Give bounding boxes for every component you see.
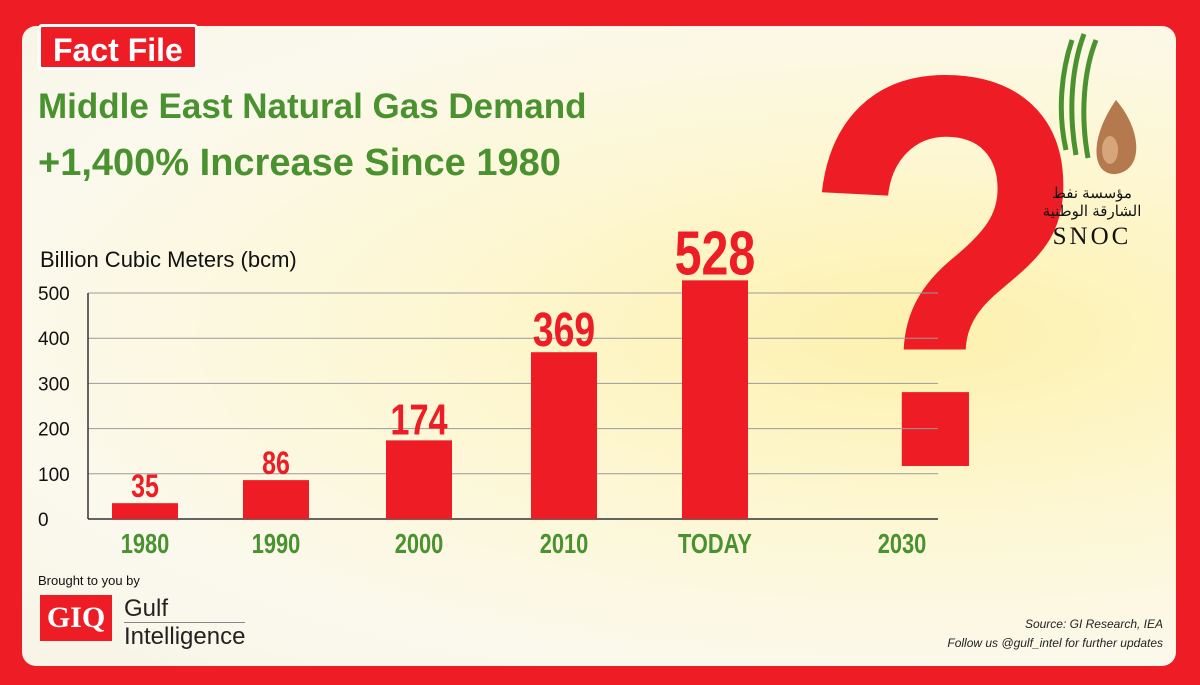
y-tick-label: 0 bbox=[38, 510, 49, 531]
bar bbox=[682, 280, 748, 519]
infographic-panel bbox=[22, 26, 1176, 666]
x-tick-label: 2030 bbox=[878, 528, 927, 559]
x-tick-label: TODAY bbox=[678, 528, 752, 559]
y-tick-label: 500 bbox=[38, 284, 70, 305]
y-tick-label: 200 bbox=[38, 420, 70, 441]
bar bbox=[531, 352, 597, 519]
data-label: 174 bbox=[390, 395, 447, 444]
source-note: Source: GI Research, IEA bbox=[1024, 617, 1163, 631]
y-tick-label: 300 bbox=[38, 374, 70, 395]
giq-name-line1: Gulf bbox=[124, 595, 169, 622]
bar bbox=[386, 440, 452, 519]
bar bbox=[112, 503, 178, 519]
x-tick-label: 2000 bbox=[395, 528, 444, 559]
data-label: 86 bbox=[262, 446, 290, 482]
page-title: Middle East Natural Gas Demand bbox=[38, 87, 587, 126]
data-label: 528 bbox=[675, 219, 756, 288]
fact-file-badge: Fact File bbox=[38, 24, 198, 70]
page-subtitle: +1,400% Increase Since 1980 bbox=[38, 142, 561, 184]
bar bbox=[243, 480, 309, 519]
y-axis-unit-label: Billion Cubic Meters (bcm) bbox=[40, 247, 297, 272]
x-tick-label: 1980 bbox=[121, 528, 170, 559]
y-tick-label: 100 bbox=[38, 465, 70, 486]
data-label: 35 bbox=[131, 469, 159, 505]
snoc-name: SNOC bbox=[1052, 223, 1132, 250]
giq-name-line2: Intelligence bbox=[124, 622, 246, 650]
snoc-logo: مؤسسة نفط الشارقة الوطنية SNOC bbox=[1022, 30, 1162, 251]
follow-note: Follow us @gulf_intel for further update… bbox=[947, 636, 1163, 650]
brought-to-you-by: Brought to you by bbox=[38, 573, 140, 588]
snoc-arabic-line2: الشارقة الوطنية bbox=[1042, 203, 1142, 220]
giq-logo: GIQ bbox=[40, 595, 112, 641]
snoc-drop-icon bbox=[1058, 33, 1137, 175]
snoc-arabic-line1: مؤسسة نفط bbox=[1052, 185, 1132, 202]
y-tick-label: 400 bbox=[38, 329, 70, 350]
data-label: 369 bbox=[533, 304, 595, 358]
x-tick-label: 2010 bbox=[540, 528, 589, 559]
x-tick-label: 1990 bbox=[252, 528, 301, 559]
